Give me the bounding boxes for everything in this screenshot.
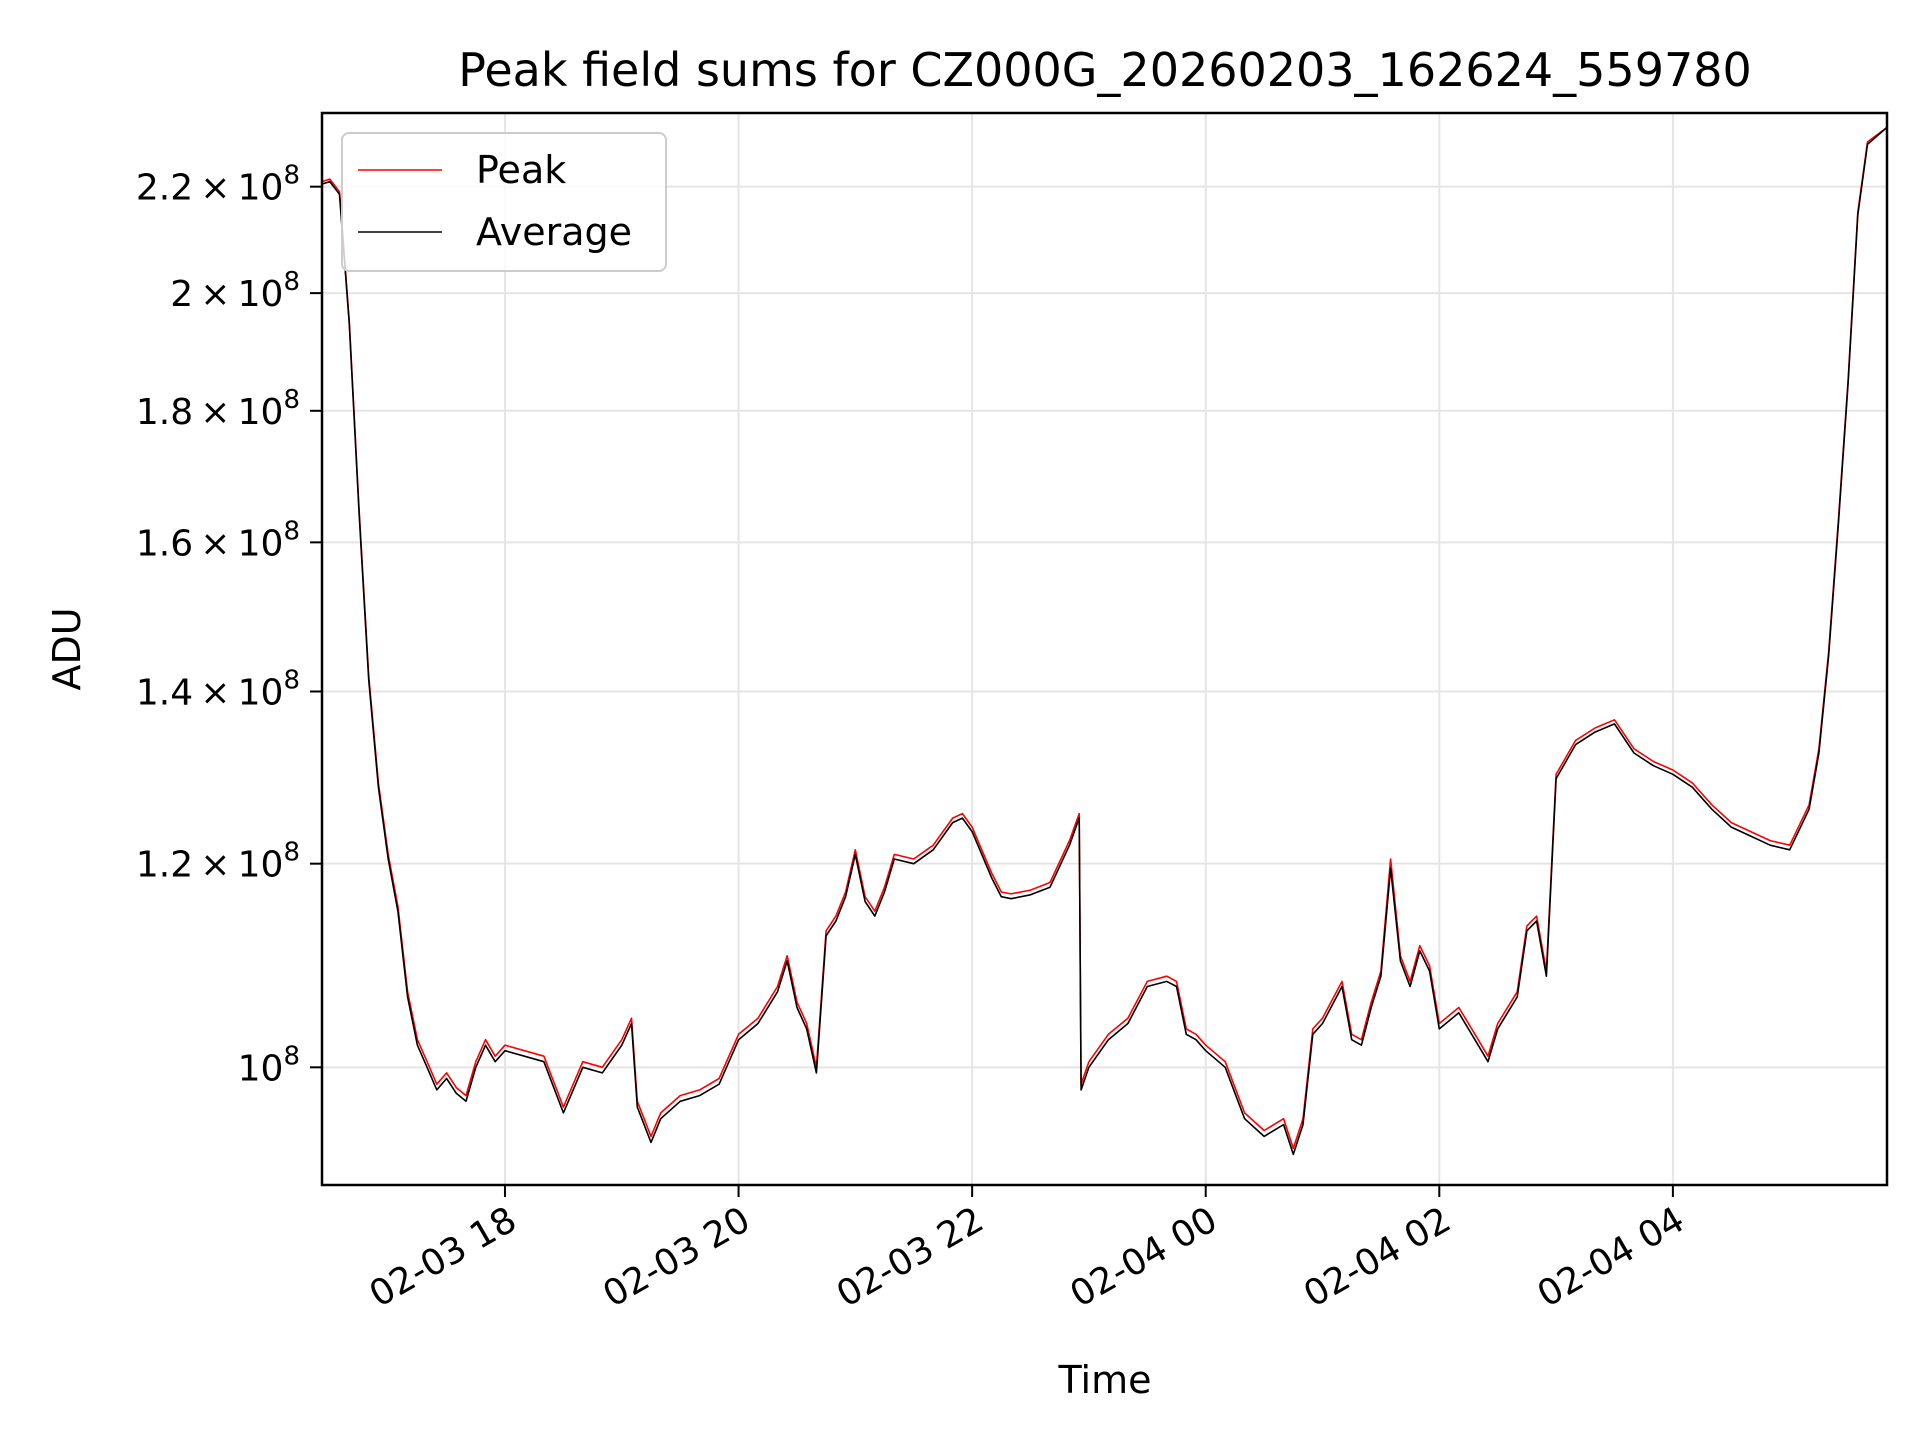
series-layer bbox=[321, 126, 1888, 1156]
grid-lines bbox=[322, 113, 1887, 1185]
legend-label-average: Average bbox=[476, 210, 632, 254]
y-tick-label: 2.2 × 108 bbox=[136, 161, 300, 209]
y-tick-label: 108 bbox=[238, 1041, 300, 1089]
y-axis-label: ADU bbox=[45, 607, 89, 690]
y-tick-label: 1.2 × 108 bbox=[136, 838, 300, 886]
legend-box bbox=[341, 132, 667, 272]
y-tick-label: 2 × 108 bbox=[170, 267, 300, 315]
chart-title: Peak field sums for CZ000G_20260203_1626… bbox=[458, 43, 1752, 97]
series-line-peak bbox=[321, 126, 1888, 1150]
legend: Peak Average bbox=[341, 132, 667, 272]
y-tick-label: 1.6 × 108 bbox=[136, 516, 300, 564]
y-tick-label: 1.8 × 108 bbox=[136, 385, 300, 433]
y-tick-label: 1.4 × 108 bbox=[136, 666, 300, 714]
y-axis-ticks: 108 1.2 × 108 1.4 × 108 1.6 × 108 1.8 × 108 2… bbox=[136, 161, 322, 1089]
legend-label-peak: Peak bbox=[476, 148, 566, 192]
x-axis-label: Time bbox=[1058, 1358, 1152, 1402]
plot-frame bbox=[320, 111, 1889, 1187]
series-line-average bbox=[321, 126, 1888, 1156]
